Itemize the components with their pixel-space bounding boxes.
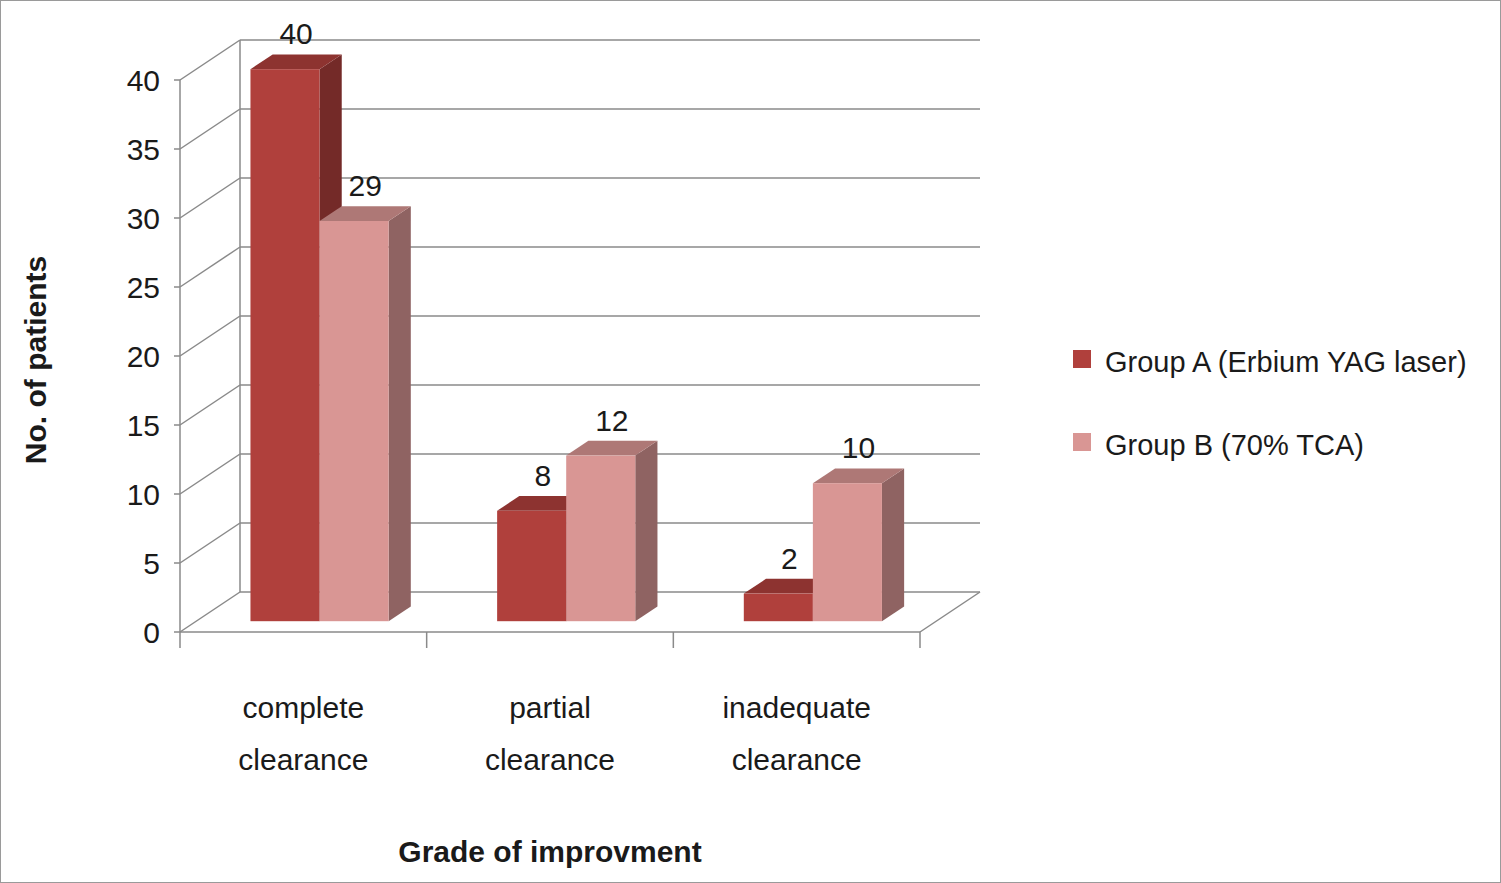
bar-top — [320, 206, 411, 221]
bar — [566, 456, 635, 622]
grid — [174, 40, 980, 648]
data-label: 2 — [781, 542, 798, 575]
bar-side — [882, 468, 904, 621]
tick-mark — [174, 493, 180, 495]
category-separator — [919, 632, 921, 648]
tick-mark — [174, 562, 180, 564]
legend-label: Group A (Erbium YAG laser) — [1105, 346, 1467, 378]
category-label-line: complete — [242, 691, 364, 724]
category-label: partial clearance — [485, 691, 615, 776]
data-labels: 40 29 8 12 2 10 — [279, 17, 875, 574]
y-axis-title: No. of patients — [19, 256, 52, 464]
legend-swatch — [1073, 433, 1091, 451]
tick-label: 25 — [127, 271, 160, 304]
tick-label: 35 — [127, 133, 160, 166]
grid-line — [240, 39, 980, 41]
data-label: 8 — [534, 459, 551, 492]
tick-label: 0 — [143, 616, 160, 649]
bar-side — [635, 441, 657, 621]
grid-line — [240, 108, 980, 110]
category-label-line: partial — [509, 691, 591, 724]
bar — [250, 69, 319, 621]
bars — [250, 54, 904, 621]
data-label: 12 — [595, 404, 628, 437]
legend-label-line: Group B (70% TCA) — [1105, 429, 1364, 461]
tick-mark — [174, 286, 180, 288]
tick-mark — [174, 79, 180, 81]
bar-3d — [566, 441, 657, 621]
bar-top — [813, 468, 904, 483]
frame — [1, 1, 1501, 883]
tick-mark — [174, 424, 180, 426]
bar-top — [250, 54, 341, 69]
category-separator — [426, 632, 428, 648]
bar — [320, 221, 389, 621]
category-label-line: inadequate — [722, 691, 870, 724]
category-label: inadequate clearance — [722, 691, 870, 776]
bar — [497, 511, 566, 621]
tick-mark — [174, 355, 180, 357]
tick-label: 10 — [127, 478, 160, 511]
bar-top — [566, 441, 657, 456]
category-separator — [179, 632, 181, 648]
category-separator — [673, 632, 675, 648]
category-label: complete clearance — [238, 691, 368, 776]
grid-line — [180, 385, 240, 425]
bar-3d — [320, 206, 411, 621]
grid-line — [180, 109, 240, 149]
bar-3d — [813, 468, 904, 621]
legend-label-line: Group A (Erbium YAG laser) — [1105, 346, 1467, 378]
floor-edge — [920, 592, 980, 632]
legend-swatch — [1073, 350, 1091, 368]
x-axis-title: Grade of improvment — [398, 835, 701, 868]
bar — [744, 594, 813, 622]
x-axis — [180, 631, 920, 633]
tick-label: 30 — [127, 202, 160, 235]
category-label-line: clearance — [485, 743, 615, 776]
grid-line — [180, 247, 240, 287]
tick-label: 20 — [127, 340, 160, 373]
tick-label: 40 — [127, 64, 160, 97]
data-label: 40 — [279, 17, 312, 50]
bar — [813, 483, 882, 621]
grid-line — [180, 316, 240, 356]
grid-line — [180, 454, 240, 494]
tick-mark — [174, 148, 180, 150]
data-label: 10 — [842, 431, 875, 464]
tick-label: 15 — [127, 409, 160, 442]
category-label-line: clearance — [238, 743, 368, 776]
grid-line — [180, 40, 240, 80]
legend-label: Group B (70% TCA) — [1105, 429, 1364, 461]
y-axis — [179, 80, 181, 632]
chart: 0 5 10 15 20 25 30 35 40 40 29 8 12 2 10 complete cleara… — [0, 0, 1501, 883]
data-label: 29 — [348, 169, 381, 202]
bar-side — [389, 206, 411, 621]
grid-line — [180, 592, 240, 632]
back-wall-edge — [239, 40, 241, 592]
legend: Group A (Erbium YAG laser) Group B (70% T… — [1073, 346, 1467, 461]
tick-mark — [174, 631, 180, 633]
grid-line — [180, 523, 240, 563]
category-label-line: clearance — [732, 743, 862, 776]
tick-label: 5 — [143, 547, 160, 580]
grid-line — [180, 178, 240, 218]
tick-mark — [174, 217, 180, 219]
